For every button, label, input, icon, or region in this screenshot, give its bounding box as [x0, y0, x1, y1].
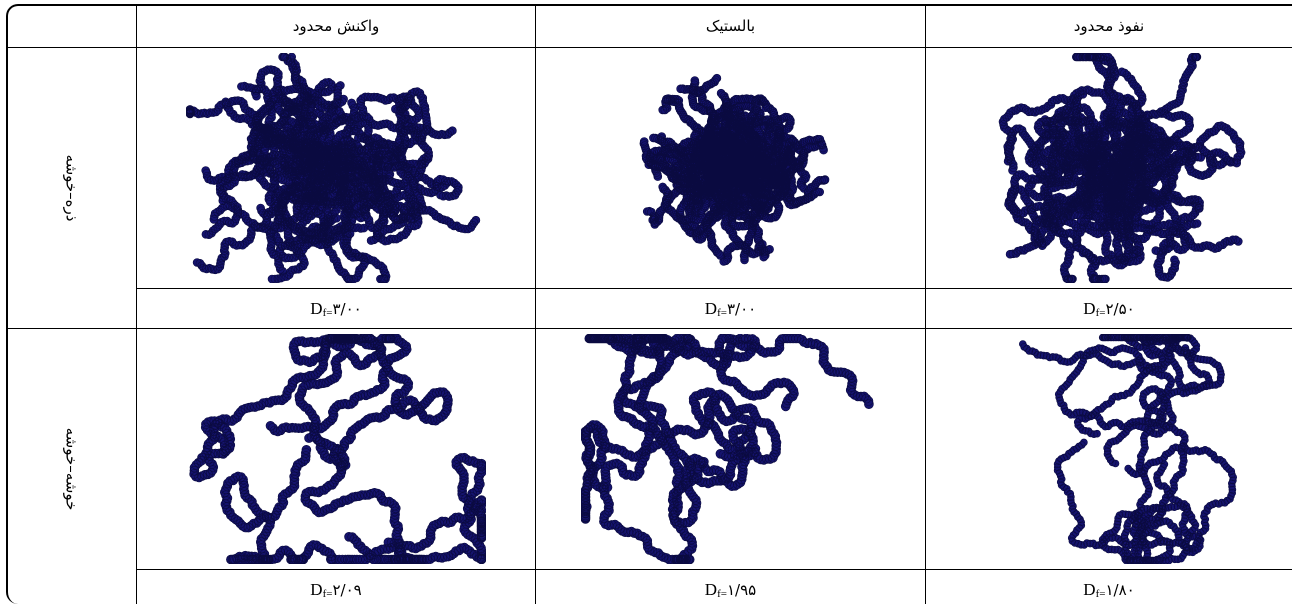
image-cell	[926, 48, 1293, 289]
subscript: f=	[323, 307, 333, 319]
subscript: f=	[1096, 588, 1106, 600]
fractal-dimension-cell: Df=۱/۹۵	[536, 570, 926, 605]
aggregate	[639, 74, 828, 265]
aggregate	[1019, 334, 1236, 564]
fractal-dimension: Df=۳/۰۰	[705, 299, 756, 318]
fractal-dimension: Df=۱/۹۵	[705, 580, 756, 599]
cluster-image	[959, 334, 1259, 564]
dimension-value: ۳/۰۰	[332, 300, 361, 318]
cluster-image	[186, 334, 486, 564]
column-header: واکنش محدود	[137, 5, 536, 48]
dimension-value: ۳/۰۰	[727, 300, 756, 318]
subscript: f=	[1096, 307, 1106, 319]
image-row: خوشه–خوشه	[7, 329, 1293, 570]
cluster-image	[186, 53, 486, 283]
symbol: D	[1083, 299, 1095, 318]
dimension-value: ۱/۹۵	[727, 581, 756, 599]
header-row: نفوذ محدود بالستیک واکنش محدود	[7, 5, 1293, 48]
column-header: نفوذ محدود	[926, 5, 1293, 48]
image-cell	[137, 48, 536, 289]
table: نفوذ محدود بالستیک واکنش محدود ذره–خوشه D…	[6, 4, 1292, 604]
image-cell	[536, 48, 926, 289]
row-header: خوشه–خوشه	[7, 329, 137, 605]
fractal-dimension-cell: Df=۲/۵۰	[926, 289, 1293, 329]
cluster-image	[581, 53, 881, 283]
symbol: D	[705, 299, 717, 318]
fractal-dimension-cell: Df=۳/۰۰	[536, 289, 926, 329]
cluster-image	[959, 53, 1259, 283]
subscript: f=	[323, 588, 333, 600]
dimension-value: ۲/۵۰	[1105, 300, 1134, 318]
fractal-dimension: Df=۳/۰۰	[310, 299, 361, 318]
fractal-dimension-cell: Df=۱/۸۰	[926, 570, 1293, 605]
image-cell	[536, 329, 926, 570]
fractal-dimension-cell: Df=۲/۰۹	[137, 570, 536, 605]
dimension-value: ۱/۸۰	[1105, 581, 1134, 599]
fractal-dimension-row: Df=۱/۸۰ Df=۱/۹۵ Df=۲/۰۹	[7, 570, 1293, 605]
image-cell	[137, 329, 536, 570]
column-header: بالستیک	[536, 5, 926, 48]
fractal-dimension-cell: Df=۳/۰۰	[137, 289, 536, 329]
row-header: ذره–خوشه	[7, 48, 137, 329]
subscript: f=	[717, 588, 727, 600]
aggregate	[999, 53, 1245, 283]
fractal-dimension: Df=۲/۵۰	[1083, 299, 1134, 318]
row-label: خوشه–خوشه	[62, 428, 80, 511]
image-row: ذره–خوشه	[7, 48, 1293, 289]
aggregate	[190, 334, 486, 564]
corner-cell	[7, 5, 137, 48]
image-cell	[926, 329, 1293, 570]
symbol: D	[310, 299, 322, 318]
table-frame: نفوذ محدود بالستیک واکنش محدود ذره–خوشه D…	[6, 4, 1292, 604]
aggregate	[186, 53, 480, 283]
aggregate	[581, 334, 873, 564]
symbol: D	[310, 580, 322, 599]
fractal-dimension: Df=۲/۰۹	[310, 580, 361, 599]
dimension-value: ۲/۰۹	[332, 581, 361, 599]
symbol: D	[705, 580, 717, 599]
cluster-image	[581, 334, 881, 564]
row-label: ذره–خوشه	[62, 155, 80, 222]
symbol: D	[1083, 580, 1095, 599]
fractal-dimension: Df=۱/۸۰	[1083, 580, 1134, 599]
subscript: f=	[717, 307, 727, 319]
fractal-dimension-row: Df=۲/۵۰ Df=۳/۰۰ Df=۳/۰۰	[7, 289, 1293, 329]
